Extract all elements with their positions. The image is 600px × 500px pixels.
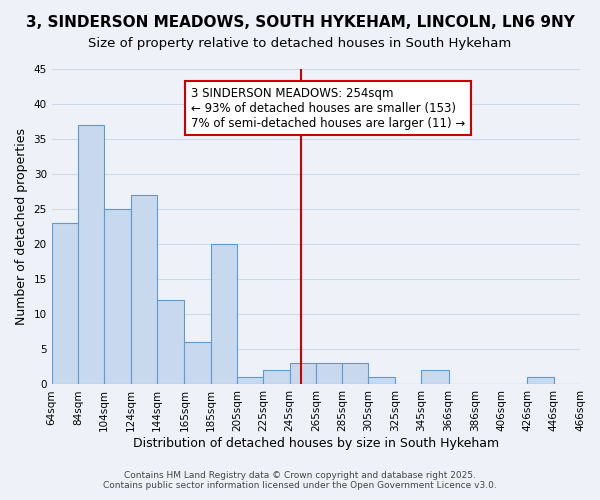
Bar — [368, 378, 395, 384]
Text: Size of property relative to detached houses in South Hykeham: Size of property relative to detached ho… — [88, 38, 512, 51]
Bar — [263, 370, 290, 384]
Bar — [290, 364, 316, 384]
Bar — [157, 300, 184, 384]
Bar — [184, 342, 211, 384]
Bar — [421, 370, 449, 384]
Y-axis label: Number of detached properties: Number of detached properties — [15, 128, 28, 325]
Bar — [52, 223, 78, 384]
Text: 3, SINDERSON MEADOWS, SOUTH HYKEHAM, LINCOLN, LN6 9NY: 3, SINDERSON MEADOWS, SOUTH HYKEHAM, LIN… — [26, 15, 574, 30]
Bar — [342, 364, 368, 384]
Bar — [131, 195, 157, 384]
Bar — [211, 244, 237, 384]
Bar — [104, 209, 131, 384]
Text: 3 SINDERSON MEADOWS: 254sqm
← 93% of detached houses are smaller (153)
7% of sem: 3 SINDERSON MEADOWS: 254sqm ← 93% of det… — [191, 86, 465, 130]
Bar — [527, 378, 554, 384]
Bar — [78, 125, 104, 384]
Bar — [237, 378, 263, 384]
Text: Contains HM Land Registry data © Crown copyright and database right 2025.
Contai: Contains HM Land Registry data © Crown c… — [103, 470, 497, 490]
Bar — [316, 364, 342, 384]
X-axis label: Distribution of detached houses by size in South Hykeham: Distribution of detached houses by size … — [133, 437, 499, 450]
